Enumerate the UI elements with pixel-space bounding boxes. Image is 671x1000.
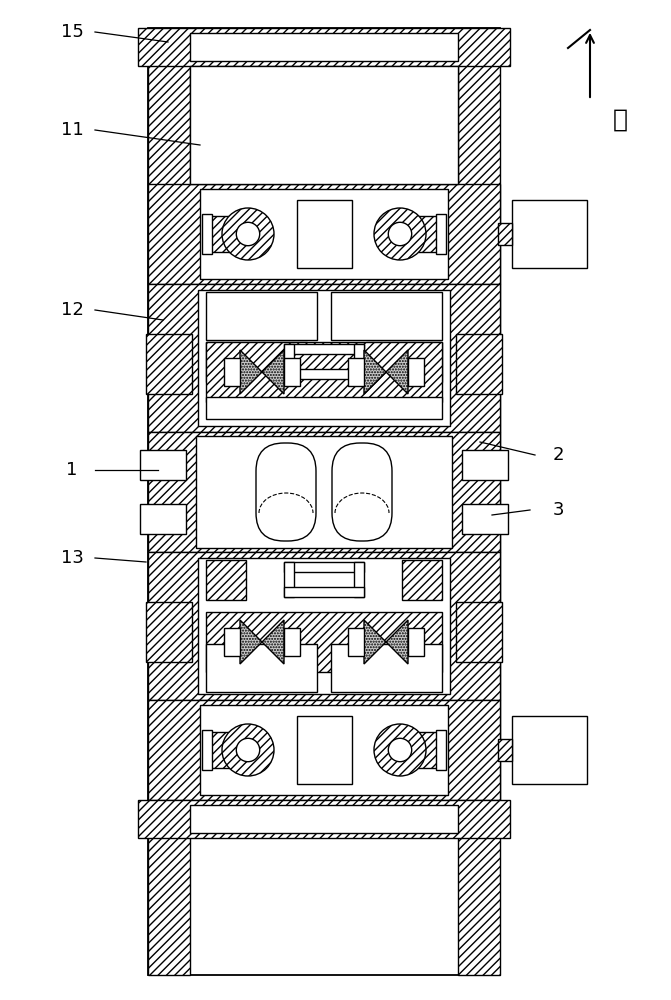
Bar [148,28,500,975]
Bar [418,732,442,768]
Bar [331,292,442,340]
FancyBboxPatch shape [332,443,392,541]
Polygon shape [240,350,262,394]
Ellipse shape [374,208,426,260]
Bar [284,562,364,572]
Polygon shape [262,620,284,664]
Bar [198,558,450,694]
Bar [456,602,502,662]
Polygon shape [386,350,408,394]
Bar [284,628,300,656]
Bar [196,436,452,548]
Bar [206,292,317,340]
Bar [148,184,500,284]
Bar [146,602,192,662]
Ellipse shape [389,738,412,762]
Polygon shape [240,620,262,664]
Bar [512,200,587,268]
Bar [206,216,230,252]
Bar [297,716,352,784]
Bar [284,358,300,386]
Bar [206,560,246,600]
Bar [462,504,508,534]
Bar [206,342,442,402]
Bar [354,344,364,379]
Bar [148,284,500,432]
Bar [284,344,364,354]
Bar [190,33,458,61]
Bar [224,358,240,386]
Bar [206,612,442,672]
Bar [498,739,512,761]
Text: 前: 前 [613,108,627,132]
Bar [297,200,352,268]
Bar [284,344,294,379]
Bar [202,730,212,770]
Bar [190,66,458,184]
Bar [436,214,446,254]
Bar [140,450,186,480]
Bar [206,342,307,382]
Bar [138,28,510,66]
Polygon shape [262,350,284,394]
Bar [200,705,448,795]
Bar [206,732,230,768]
FancyBboxPatch shape [256,443,316,541]
Bar [408,358,424,386]
Bar [331,644,442,692]
Text: 11: 11 [60,121,83,139]
Bar [206,644,317,692]
Bar [458,28,500,975]
Text: 15: 15 [60,23,83,41]
Bar [366,342,442,382]
Bar [284,369,364,379]
Bar [456,334,502,394]
Text: 1: 1 [66,461,78,479]
Bar [148,28,190,975]
Ellipse shape [222,724,274,776]
Bar [190,805,458,833]
Polygon shape [364,350,386,394]
Bar [148,552,500,700]
Bar [146,334,192,394]
Bar [148,700,500,800]
Ellipse shape [389,222,412,246]
Text: 12: 12 [60,301,83,319]
Bar [402,560,442,600]
Bar [138,800,510,838]
Polygon shape [386,620,408,664]
Ellipse shape [374,724,426,776]
Bar [284,587,364,597]
Text: 2: 2 [552,446,564,464]
Text: 3: 3 [552,501,564,519]
Bar [140,504,186,534]
Bar [206,397,442,419]
Text: 13: 13 [60,549,83,567]
Ellipse shape [222,208,274,260]
Bar [462,450,508,480]
Ellipse shape [236,738,260,762]
Bar [224,628,240,656]
Bar [148,432,500,552]
Bar [436,730,446,770]
Bar [284,562,294,597]
Polygon shape [364,620,386,664]
Bar [348,628,364,656]
Bar [512,716,587,784]
Ellipse shape [236,222,260,246]
Bar [418,216,442,252]
Bar [354,562,364,597]
Bar [200,189,448,279]
Bar [498,223,512,245]
Bar [202,214,212,254]
Bar [198,290,450,426]
Bar [408,628,424,656]
Bar [348,358,364,386]
